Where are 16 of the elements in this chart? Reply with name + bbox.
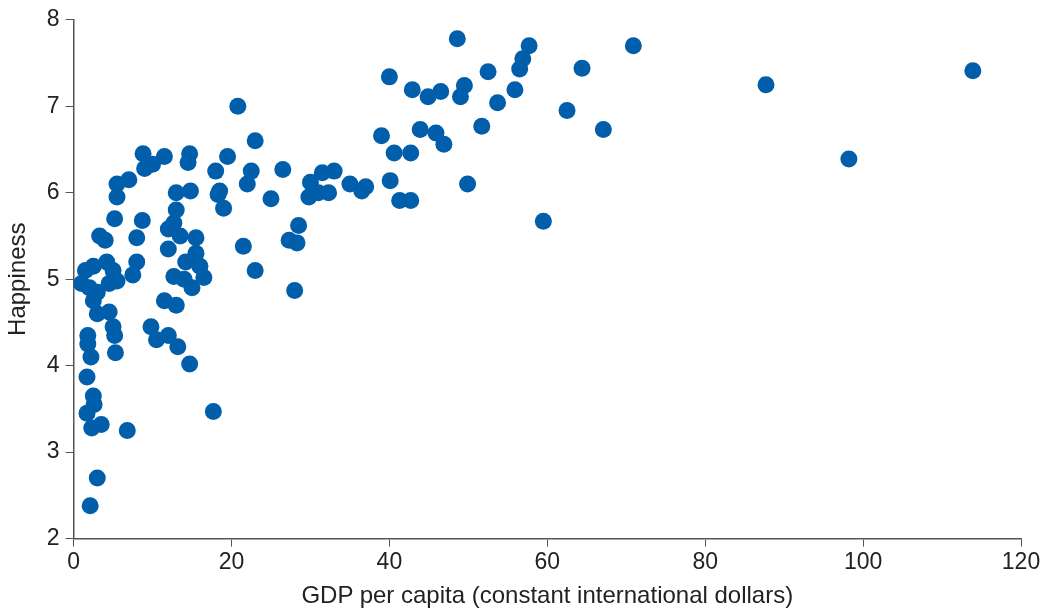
x-tick-label: 0	[67, 547, 80, 574]
x-tick-label: 80	[692, 547, 718, 574]
x-tick-label: 120	[1001, 547, 1041, 574]
x-tick-label: 40	[376, 547, 403, 574]
x-tick-label: 20	[218, 547, 245, 574]
y-tick-label: 7	[46, 91, 60, 118]
y-tick-label: 4	[46, 351, 60, 378]
y-axis-title: Happiness	[3, 222, 31, 336]
y-tick-label: 6	[46, 178, 60, 205]
y-tick-label: 5	[46, 264, 60, 291]
x-axis-title: GDP per capita (constant international dollars)	[301, 581, 794, 609]
x-tick-label: 60	[534, 547, 561, 574]
y-tick-label: 3	[46, 437, 60, 464]
y-tick-label: 2	[46, 523, 60, 550]
y-tick-label: 8	[46, 5, 60, 32]
x-tick-label: 100	[843, 547, 883, 574]
